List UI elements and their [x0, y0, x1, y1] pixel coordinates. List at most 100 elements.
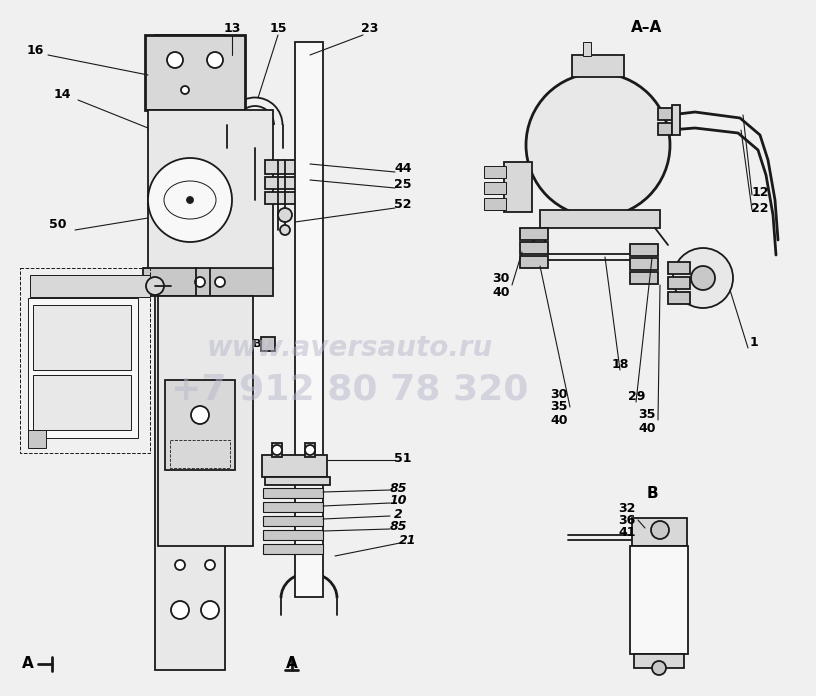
Bar — [272, 443, 282, 457]
Bar — [520, 242, 548, 254]
Text: A–A: A–A — [632, 20, 663, 35]
Bar — [155, 35, 225, 670]
Circle shape — [191, 406, 209, 424]
Text: 85: 85 — [389, 521, 406, 534]
Text: 2: 2 — [393, 507, 402, 521]
Text: 13: 13 — [224, 22, 241, 35]
Bar — [265, 192, 310, 204]
Circle shape — [673, 248, 733, 308]
Bar — [262, 455, 327, 477]
Circle shape — [305, 445, 315, 455]
Text: 30: 30 — [492, 271, 509, 285]
Bar — [263, 488, 323, 498]
Bar — [658, 108, 672, 120]
Text: 21: 21 — [399, 535, 417, 548]
Bar — [520, 228, 548, 240]
Bar — [263, 530, 323, 540]
Text: 35: 35 — [638, 407, 655, 420]
Text: 15: 15 — [269, 22, 286, 35]
Circle shape — [171, 601, 189, 619]
Text: 40: 40 — [550, 413, 567, 427]
Text: 10: 10 — [389, 494, 406, 507]
Bar — [668, 262, 690, 274]
Circle shape — [181, 86, 189, 94]
Bar — [265, 477, 330, 485]
Bar — [28, 430, 46, 448]
Text: A: A — [286, 656, 298, 670]
Circle shape — [272, 445, 282, 455]
Bar — [634, 654, 684, 668]
Bar — [484, 182, 506, 194]
Text: 40: 40 — [492, 285, 509, 299]
Bar — [630, 244, 658, 256]
Bar — [630, 272, 658, 284]
Text: 51: 51 — [394, 452, 412, 464]
Text: 22: 22 — [752, 202, 769, 214]
Bar — [672, 105, 680, 135]
Text: 29: 29 — [628, 390, 645, 402]
Bar — [504, 162, 532, 212]
Text: 16: 16 — [26, 43, 44, 56]
Circle shape — [146, 277, 164, 295]
Circle shape — [207, 52, 223, 68]
Circle shape — [187, 197, 193, 203]
Text: B: B — [646, 487, 658, 502]
Circle shape — [278, 208, 292, 222]
Bar — [484, 198, 506, 210]
Text: 18: 18 — [612, 358, 629, 370]
Bar — [265, 177, 310, 189]
Circle shape — [526, 73, 670, 217]
Bar — [668, 277, 690, 289]
Circle shape — [205, 560, 215, 570]
Circle shape — [201, 601, 219, 619]
Text: +7 912 80 78 320: +7 912 80 78 320 — [171, 373, 529, 407]
Text: 40: 40 — [638, 422, 655, 434]
Text: 35: 35 — [550, 400, 567, 413]
Text: 44: 44 — [394, 162, 412, 175]
Text: 25: 25 — [394, 178, 412, 191]
Circle shape — [280, 225, 290, 235]
Circle shape — [691, 266, 715, 290]
Text: 41: 41 — [618, 525, 636, 539]
Text: 32: 32 — [618, 502, 636, 514]
Text: 36: 36 — [618, 514, 635, 526]
Text: 85: 85 — [389, 482, 406, 494]
Bar — [484, 166, 506, 178]
Bar — [630, 258, 658, 270]
Bar — [265, 160, 310, 174]
Bar — [540, 210, 660, 228]
Bar — [263, 544, 323, 554]
Text: 52: 52 — [394, 198, 412, 212]
Bar — [305, 443, 315, 457]
Bar — [28, 298, 138, 438]
Bar — [630, 546, 688, 654]
Text: 12: 12 — [752, 186, 769, 198]
Bar — [668, 292, 690, 304]
Circle shape — [175, 560, 185, 570]
Circle shape — [148, 158, 232, 242]
Bar — [33, 305, 131, 370]
Circle shape — [215, 277, 225, 287]
Bar — [263, 516, 323, 526]
Bar — [520, 256, 548, 268]
Text: 1: 1 — [750, 335, 759, 349]
Bar — [145, 35, 245, 110]
Bar — [30, 275, 150, 297]
Circle shape — [195, 277, 205, 287]
Circle shape — [652, 661, 666, 675]
Bar — [170, 440, 230, 468]
Bar — [658, 123, 672, 135]
Bar — [572, 55, 624, 77]
Bar — [263, 502, 323, 512]
Text: B: B — [253, 339, 261, 349]
Bar — [632, 518, 687, 546]
Text: A: A — [22, 656, 34, 672]
Bar — [583, 42, 591, 56]
Bar — [148, 110, 273, 270]
Bar — [165, 380, 235, 470]
Bar — [143, 268, 273, 296]
Text: www.aversauto.ru: www.aversauto.ru — [207, 334, 493, 362]
Bar — [20, 268, 150, 453]
Bar — [261, 337, 275, 351]
Circle shape — [167, 52, 183, 68]
